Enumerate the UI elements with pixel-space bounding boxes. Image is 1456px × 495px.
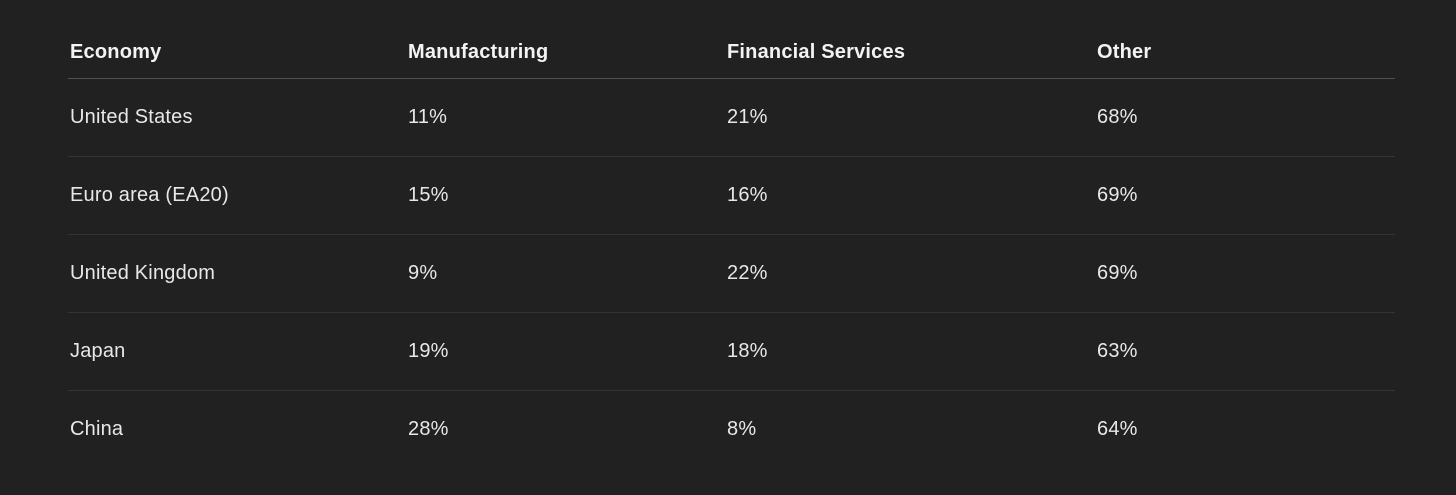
cell-financial-services: 18% (725, 312, 1095, 391)
cell-manufacturing: 19% (406, 312, 725, 391)
cell-economy: Japan (68, 312, 406, 391)
cell-manufacturing: 11% (406, 78, 725, 157)
table-row-china: China 28% 8% 64% (68, 391, 1395, 469)
column-header-other: Other (1095, 26, 1395, 79)
cell-financial-services: 8% (727, 418, 757, 440)
page-background: Economy Manufacturing Financial Services… (68, 26, 1395, 468)
cell-other: 64% (1097, 418, 1138, 440)
cell-manufacturing: 28% (408, 418, 449, 440)
column-header-economy: Economy (68, 26, 406, 79)
table-row-united-states: United States 11% 21% 68% (68, 78, 1395, 157)
table-header-row: Economy Manufacturing Financial Services… (68, 26, 1395, 79)
cell-financial-services: 22% (725, 234, 1095, 313)
cell-economy: United States (68, 78, 406, 157)
cell-economy: China (70, 418, 124, 440)
table-row-united-kingdom: United Kingdom 9% 22% 69% (68, 234, 1395, 313)
cell-economy: United Kingdom (68, 234, 406, 313)
cell-economy: Euro area (EA20) (68, 156, 406, 235)
cell-financial-services: 21% (725, 78, 1095, 157)
cell-other: 69% (1095, 234, 1395, 313)
cell-other: 69% (1095, 156, 1395, 235)
table-row-euro-area: Euro area (EA20) 15% 16% 69% (68, 156, 1395, 235)
cell-other: 63% (1095, 312, 1395, 391)
column-header-manufacturing: Manufacturing (406, 26, 725, 79)
cell-manufacturing: 15% (406, 156, 725, 235)
table-row-japan: Japan 19% 18% 63% (68, 312, 1395, 391)
cell-manufacturing: 9% (406, 234, 725, 313)
economy-sector-shares-table: Economy Manufacturing Financial Services… (68, 26, 1395, 468)
column-header-financial-services: Financial Services (725, 26, 1095, 79)
cell-other: 68% (1095, 78, 1395, 157)
cell-financial-services: 16% (725, 156, 1095, 235)
